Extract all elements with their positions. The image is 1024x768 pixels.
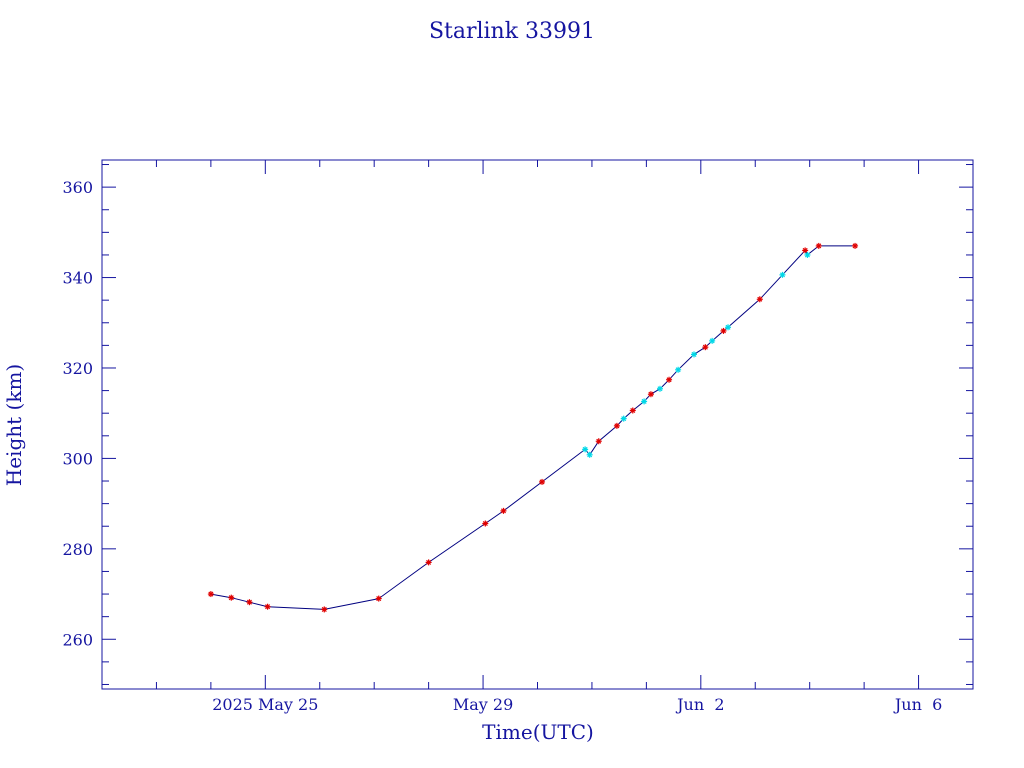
marker-stroke bbox=[702, 344, 708, 350]
marker-stroke bbox=[587, 452, 593, 458]
data-point-red bbox=[613, 422, 620, 429]
y-tick-label: 300 bbox=[62, 449, 93, 468]
marker-stroke bbox=[725, 324, 731, 330]
data-point-cyan bbox=[804, 251, 811, 258]
axis-ticks bbox=[101, 160, 974, 689]
data-line bbox=[210, 245, 856, 610]
data-line-group bbox=[210, 245, 856, 610]
marker-stroke bbox=[804, 252, 810, 258]
x-tick-label: Jun 2 bbox=[675, 695, 724, 714]
data-point-cyan bbox=[656, 385, 663, 392]
marker-stroke bbox=[265, 604, 271, 610]
marker-stroke bbox=[208, 591, 214, 597]
marker-stroke bbox=[596, 438, 602, 444]
marker-stroke bbox=[426, 559, 432, 565]
marker-stroke bbox=[779, 272, 785, 278]
marker-stroke bbox=[641, 398, 647, 404]
marker-stroke bbox=[376, 596, 382, 602]
chart-title: Starlink 33991 bbox=[429, 19, 595, 44]
data-point-cyan bbox=[691, 351, 698, 358]
y-tick-label: 360 bbox=[62, 178, 93, 197]
y-tick-label: 340 bbox=[62, 269, 93, 288]
data-point-cyan bbox=[586, 451, 593, 458]
data-point-red bbox=[595, 438, 602, 445]
data-point-red bbox=[375, 595, 382, 602]
y-tick-label: 260 bbox=[62, 630, 93, 649]
data-point-red bbox=[629, 407, 636, 414]
data-point-red bbox=[207, 591, 214, 598]
data-point-red bbox=[539, 478, 546, 485]
marker-stroke bbox=[500, 508, 507, 514]
marker-stroke bbox=[648, 391, 654, 397]
data-point-red bbox=[482, 520, 489, 527]
marker-stroke bbox=[321, 606, 327, 612]
marker-stroke bbox=[582, 446, 588, 452]
data-point-red bbox=[852, 242, 859, 249]
marker-stroke bbox=[691, 351, 697, 357]
marker-stroke bbox=[675, 367, 681, 373]
marker-stroke bbox=[657, 386, 663, 392]
data-point-red bbox=[228, 594, 235, 601]
marker-stroke bbox=[228, 595, 234, 601]
data-point-red bbox=[756, 296, 763, 303]
marker-stroke bbox=[539, 479, 545, 485]
marker-stroke bbox=[802, 247, 808, 253]
marker-stroke bbox=[720, 328, 727, 334]
marker-stroke bbox=[482, 520, 488, 527]
data-point-cyan bbox=[779, 271, 786, 278]
data-point-cyan bbox=[725, 324, 732, 331]
data-point-red bbox=[264, 603, 271, 610]
x-tick-label: 2025 May 25 bbox=[212, 695, 318, 714]
data-point-red bbox=[246, 599, 253, 606]
data-point-cyan bbox=[709, 337, 716, 344]
data-point-cyan bbox=[620, 415, 627, 422]
marker-stroke bbox=[757, 296, 763, 302]
data-point-red bbox=[500, 507, 507, 514]
x-tick-label: Jun 6 bbox=[893, 695, 942, 714]
data-point-red bbox=[702, 344, 709, 351]
data-point-cyan bbox=[582, 446, 589, 453]
data-point-red bbox=[802, 247, 809, 254]
marker-stroke bbox=[816, 243, 822, 249]
data-point-red bbox=[425, 559, 432, 566]
y-tick-label: 320 bbox=[62, 359, 93, 378]
data-point-red bbox=[647, 391, 654, 398]
marker-stroke bbox=[621, 416, 627, 422]
y-tick-label: 280 bbox=[62, 540, 93, 559]
y-axis-label: Height (km) bbox=[2, 364, 26, 486]
data-point-red bbox=[321, 606, 328, 613]
x-axis-label: Time(UTC) bbox=[482, 720, 594, 744]
marker-stroke bbox=[709, 338, 715, 344]
data-markers bbox=[207, 242, 859, 613]
marker-stroke bbox=[246, 599, 252, 605]
data-point-red bbox=[720, 327, 727, 334]
tick-labels: 260 280 300 320 340 360 2025 May 25 May 29 Jun 2… bbox=[62, 178, 942, 714]
marker-stroke bbox=[852, 243, 858, 249]
data-point-cyan bbox=[641, 398, 648, 405]
x-tick-label: May 29 bbox=[453, 695, 513, 714]
marker-stroke bbox=[666, 377, 672, 383]
marker-stroke bbox=[630, 407, 636, 414]
data-point-red bbox=[815, 242, 822, 249]
data-point-red bbox=[666, 376, 673, 383]
marker-stroke bbox=[614, 423, 620, 429]
data-point-cyan bbox=[675, 366, 682, 373]
